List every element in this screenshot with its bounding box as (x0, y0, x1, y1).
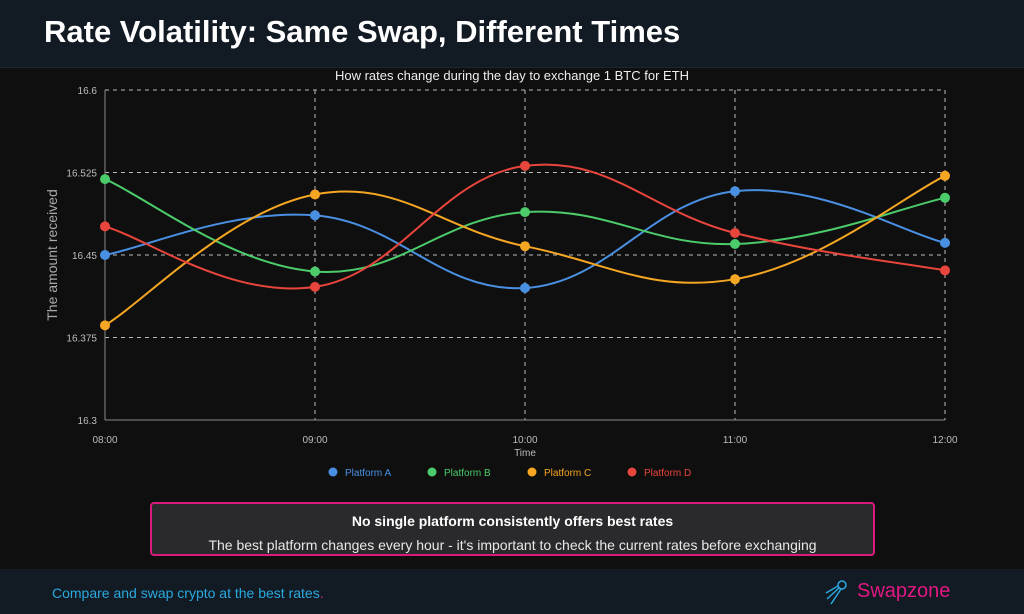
data-point (520, 241, 530, 252)
data-point (520, 160, 530, 171)
callout-heading: No single platform consistently offers b… (351, 513, 674, 529)
data-point (730, 274, 740, 285)
tagline-dot: . (319, 585, 324, 601)
x-tick-label: 08:00 (92, 435, 117, 446)
x-axis-label: Time (514, 448, 536, 459)
x-tick-label: 12:00 (932, 435, 957, 446)
legend-label: Platform D (644, 468, 691, 479)
callout-text: The best platform changes every hour - i… (208, 537, 817, 553)
data-point (310, 266, 320, 277)
tagline-text: Compare and swap crypto at the best rate… (52, 585, 320, 601)
y-tick-label: 16.45 (72, 251, 97, 262)
legend-marker (627, 467, 637, 477)
footer-tagline: Compare and swap crypto at the best rate… (52, 585, 324, 601)
brand-name: Swapzone (857, 579, 951, 602)
data-point (310, 281, 320, 292)
data-point (940, 265, 950, 276)
legend-label: Platform C (544, 468, 591, 479)
page-title: Rate Volatility: Same Swap, Different Ti… (44, 14, 681, 49)
y-tick-label: 16.375 (66, 334, 97, 345)
legend-label: Platform B (444, 468, 491, 479)
y-tick-label: 16.525 (66, 169, 97, 180)
data-point (100, 250, 110, 260)
data-point (730, 228, 740, 238)
legend-marker (328, 467, 338, 477)
data-point (100, 221, 110, 232)
data-point (520, 283, 530, 293)
chart-title: How rates change during the day to excha… (335, 68, 689, 83)
data-point (730, 239, 740, 249)
data-point (940, 170, 950, 181)
y-tick-label: 16.3 (78, 416, 98, 427)
data-point (940, 192, 950, 203)
x-tick-label: 09:00 (302, 435, 327, 446)
x-tick-label: 11:00 (723, 435, 748, 446)
legend-label: Platform A (345, 468, 391, 479)
data-point (730, 186, 740, 197)
data-point (100, 174, 110, 185)
data-point (100, 320, 110, 331)
footer: Compare and swap crypto at the best rate… (0, 569, 1024, 614)
brand-logo[interactable]: Swapzone (823, 577, 950, 605)
legend-marker (427, 467, 437, 477)
info-callout: No single platform consistently offers b… (150, 502, 875, 556)
data-point (940, 237, 950, 248)
y-axis-label: The amount received (44, 189, 60, 321)
data-point (310, 210, 320, 221)
line-chart: How rates change during the day to excha… (44, 68, 958, 479)
x-tick-label: 10:00 (512, 435, 537, 446)
data-point (310, 189, 320, 200)
satellite-icon (825, 580, 847, 605)
y-tick-label: 16.6 (78, 86, 98, 97)
data-point (520, 207, 530, 218)
legend-marker (527, 467, 537, 477)
header: Rate Volatility: Same Swap, Different Ti… (0, 0, 1024, 68)
